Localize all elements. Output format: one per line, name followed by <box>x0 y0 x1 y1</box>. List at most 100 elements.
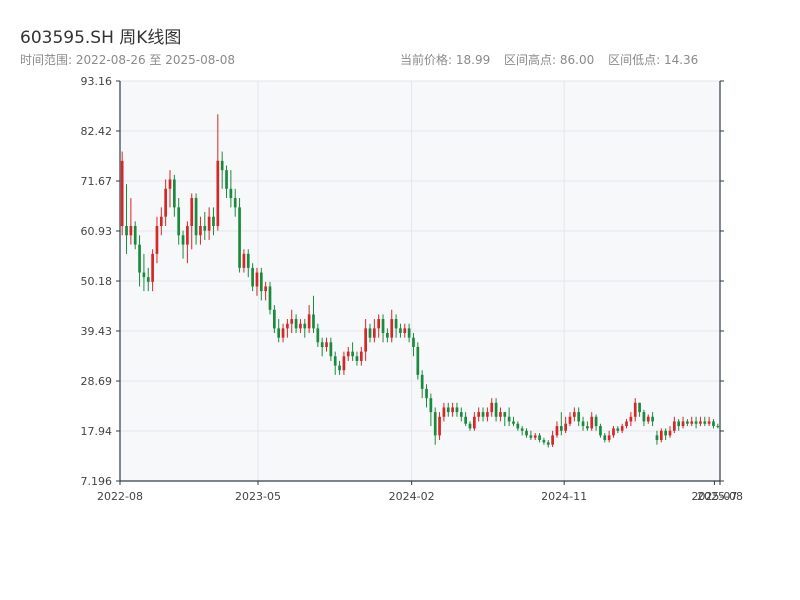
candle-down <box>416 342 420 380</box>
candle-body <box>399 328 402 334</box>
candle-body <box>138 244 141 273</box>
candle-down <box>512 416 515 427</box>
candle-down <box>277 319 281 343</box>
candle-down <box>481 407 485 422</box>
candle-up <box>377 314 381 338</box>
candle-body <box>303 323 307 329</box>
candle-down <box>494 398 498 422</box>
candle-down <box>412 333 415 357</box>
candle-up <box>486 407 489 422</box>
candle-down <box>194 193 198 245</box>
candle-down <box>425 384 428 408</box>
y-tick-label: 93.16 <box>81 75 113 88</box>
candle-body <box>646 416 650 422</box>
candle-body <box>246 253 250 268</box>
candle-body <box>342 356 346 371</box>
candle-body <box>655 435 659 441</box>
candle-body <box>433 412 437 436</box>
candle-body <box>146 277 150 282</box>
candle-body <box>494 402 498 417</box>
candle-down <box>368 323 372 343</box>
candle-down <box>468 421 472 431</box>
candle-up <box>625 419 628 429</box>
candle-body <box>416 346 420 375</box>
candle-body <box>673 421 676 431</box>
candle-down <box>616 426 620 434</box>
candle-up <box>659 428 663 443</box>
candle-body <box>564 423 567 431</box>
candle-down <box>594 414 598 431</box>
candle-up <box>490 398 494 417</box>
candle-down <box>238 198 241 273</box>
candle-body <box>333 356 337 366</box>
candle-body <box>459 412 463 417</box>
candle-body <box>603 435 607 441</box>
x-tick-label: 2024-11 <box>541 490 587 503</box>
candle-body <box>512 421 515 424</box>
candle-body <box>329 342 333 357</box>
current-price-label: 当前价格: 18.99 <box>400 53 491 67</box>
y-tick-label: 17.94 <box>81 425 113 438</box>
candle-body <box>125 225 128 236</box>
x-tick-label: 2022-08 <box>97 490 143 503</box>
candle-body <box>638 402 641 413</box>
candle-body <box>633 402 637 417</box>
candle-up <box>346 346 350 361</box>
candle-body <box>681 421 685 427</box>
candle-up <box>607 430 611 443</box>
candle-up <box>451 402 454 417</box>
candle-down <box>312 295 315 334</box>
candle-down <box>125 184 128 254</box>
candle-body <box>642 412 646 422</box>
candle-up <box>242 249 246 273</box>
y-tick-label: 71.67 <box>81 175 113 188</box>
candle-down <box>686 419 689 427</box>
candle-down <box>507 407 511 427</box>
candle-up <box>325 337 328 352</box>
candle-up <box>255 267 259 296</box>
candle-down <box>542 437 546 445</box>
candle-down <box>516 421 520 431</box>
candle-body <box>412 337 415 347</box>
candle-down <box>642 409 646 427</box>
candle-body <box>620 426 624 431</box>
candle-body <box>186 225 189 245</box>
candle-body <box>242 253 246 268</box>
candle-body <box>499 412 502 417</box>
candle-up <box>477 407 481 422</box>
x-tick-label: 2025-08 <box>697 490 743 503</box>
candle-body <box>325 342 328 347</box>
candle-body <box>212 216 215 226</box>
candle-body <box>473 416 476 429</box>
candle-body <box>516 423 520 429</box>
candle-down <box>316 323 320 347</box>
candle-body <box>699 421 702 424</box>
candle-down <box>386 328 389 343</box>
candle-body <box>455 407 459 413</box>
candle-body <box>268 286 272 310</box>
candle-body <box>612 428 615 436</box>
candle-up <box>129 198 133 245</box>
candle-down <box>329 337 333 361</box>
candle-body <box>533 435 537 438</box>
candle-body <box>368 328 372 338</box>
candle-body <box>394 319 398 329</box>
candle-up <box>707 416 711 427</box>
candle-up <box>299 319 302 334</box>
candle-up <box>199 216 202 245</box>
candle-down <box>638 402 641 417</box>
candle-down <box>577 407 581 427</box>
candle-body <box>277 328 281 338</box>
candle-body <box>190 198 194 226</box>
candle-up <box>290 309 294 334</box>
candle-body <box>299 323 302 329</box>
candle-body <box>364 328 367 352</box>
candle-down <box>229 170 233 208</box>
y-tick-label: 28.69 <box>81 375 113 388</box>
candle-body <box>703 421 707 424</box>
candle-up <box>307 305 311 334</box>
candle-body <box>716 426 720 428</box>
candle-down <box>303 319 307 338</box>
candle-body <box>464 416 467 424</box>
candle-body <box>264 286 267 292</box>
